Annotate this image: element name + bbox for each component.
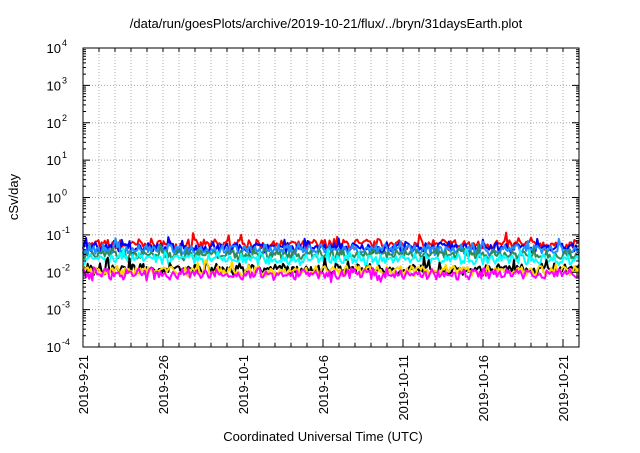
y-tick-exponent: -4 [62,337,70,347]
y-tick-label: 10 [47,41,61,56]
y-axis-label: cSv/day [6,173,21,220]
grid-lines [83,47,579,348]
y-tick-exponent: -3 [62,300,70,310]
x-tick-label: 2019-9-26 [156,355,171,414]
y-tick-exponent: -2 [62,262,70,272]
plot-frame [82,47,580,348]
x-tick-label: 2019-10-6 [316,355,331,414]
series-lines [82,231,580,284]
y-tick-label: 10 [47,78,61,93]
y-tick-label: 10 [47,265,61,280]
chart-title: /data/run/goesPlots/archive/2019-10-21/f… [130,16,523,31]
y-tick-label: 10 [47,116,61,131]
y-tick-label: 10 [47,303,61,318]
y-tick-exponent: 0 [62,188,67,198]
x-tick-label: 2019-9-21 [76,355,91,414]
series-line [82,231,580,252]
series-line [82,266,580,284]
x-axis-label: Coordinated Universal Time (UTC) [223,429,422,444]
y-tick-exponent: 1 [62,150,67,160]
series-line [82,246,580,267]
y-tick-exponent: -1 [62,225,70,235]
y-tick-exponent: 3 [62,75,67,85]
x-tick-label: 2019-10-1 [236,355,251,414]
x-tick-label: 2019-10-16 [476,355,491,422]
x-tick-label: 2019-10-11 [396,355,411,421]
y-tick-label: 10 [47,153,61,168]
y-tick-label: 10 [47,191,61,206]
y-tick-label: 10 [47,340,61,355]
y-tick-exponent: 2 [62,113,67,123]
x-tick-label: 2019-10-21 [556,355,571,422]
y-tick-label: 10 [47,228,61,243]
y-tick-exponent: 4 [62,38,67,48]
